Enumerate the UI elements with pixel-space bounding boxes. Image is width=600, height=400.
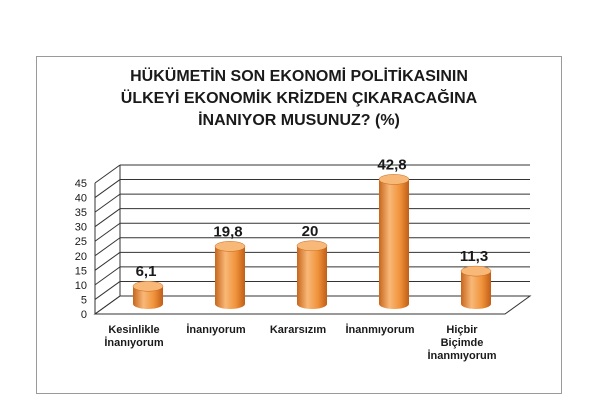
bar-top: [214, 241, 246, 252]
bar: [132, 280, 164, 309]
data-label: 19,8: [213, 223, 242, 240]
data-label: 6,1: [136, 263, 157, 280]
x-tick-label: İnanıyorum: [186, 323, 246, 336]
chart-title: HÜKÜMETİN SON EKONOMİ POLİTİKASININ ÜLKE…: [36, 66, 562, 132]
y-tick-label: 5: [81, 294, 87, 306]
bar-body: [133, 286, 163, 309]
y-tick-label: 20: [75, 251, 87, 263]
y-tick-label: 10: [75, 280, 87, 292]
chart-floor: [93, 295, 532, 315]
x-tick-label: Kararsızım: [270, 324, 326, 336]
x-tick-label: Hiçbir: [446, 324, 478, 336]
gridline-diagonal: [94, 164, 121, 184]
bar-body: [297, 245, 327, 309]
y-tick-label: 40: [75, 193, 87, 205]
gridline-diagonal: [94, 266, 121, 286]
y-tick-label: 0: [81, 309, 87, 321]
bar-top: [378, 174, 410, 185]
chart-title-line-2: ÜLKEYİ EKONOMİK KRİZDEN ÇIKARACAĞINA: [120, 90, 478, 107]
gridline-diagonal: [94, 281, 121, 300]
bar-top: [132, 280, 164, 292]
gridline-diagonal: [94, 193, 121, 213]
bar-top: [296, 240, 328, 252]
gridline-diagonal: [94, 251, 121, 271]
bar: [460, 265, 492, 309]
bar: [296, 240, 328, 309]
y-axis: 0 5 10 15 20 25 30 35 40 45: [75, 178, 87, 321]
gridline-diagonal: [94, 237, 121, 257]
bar: [214, 241, 246, 309]
y-tick-label: 30: [75, 222, 87, 234]
chart-title-line-1: HÜKÜMETİN SON EKONOMİ POLİTİKASININ: [130, 68, 468, 85]
y-tick-label: 25: [75, 236, 87, 248]
y-tick-label: 15: [75, 265, 87, 277]
x-tick-label: İnanıyorum: [104, 336, 164, 349]
bar-body: [461, 271, 491, 309]
chart-frame: [36, 56, 562, 394]
y-tick-label: 35: [75, 207, 87, 219]
bar-body: [379, 179, 409, 309]
bars: [132, 174, 492, 309]
x-tick-label: Kesinlikle: [108, 324, 159, 336]
x-tick-label: İnanmıyorum: [427, 349, 496, 362]
x-tick-label: Biçimde: [441, 337, 484, 349]
x-tick-label: İnanmıyorum: [345, 323, 414, 336]
y-tick-label: 45: [75, 178, 87, 190]
bar-body: [215, 246, 245, 309]
data-label: 20: [302, 223, 319, 240]
chart-title-line-3: İNANIYOR MUSUNUZ? (%): [198, 112, 400, 129]
data-label: 11,3: [460, 248, 488, 265]
gridline-diagonal: [94, 179, 121, 198]
bar-top: [460, 265, 492, 277]
data-label: 42,8: [377, 156, 406, 173]
data-labels: 6,1 19,8 20 42,8 11,3: [136, 156, 489, 280]
gridline-diagonal: [94, 208, 121, 228]
gridline-diagonal: [94, 222, 121, 242]
bar: [378, 174, 410, 309]
